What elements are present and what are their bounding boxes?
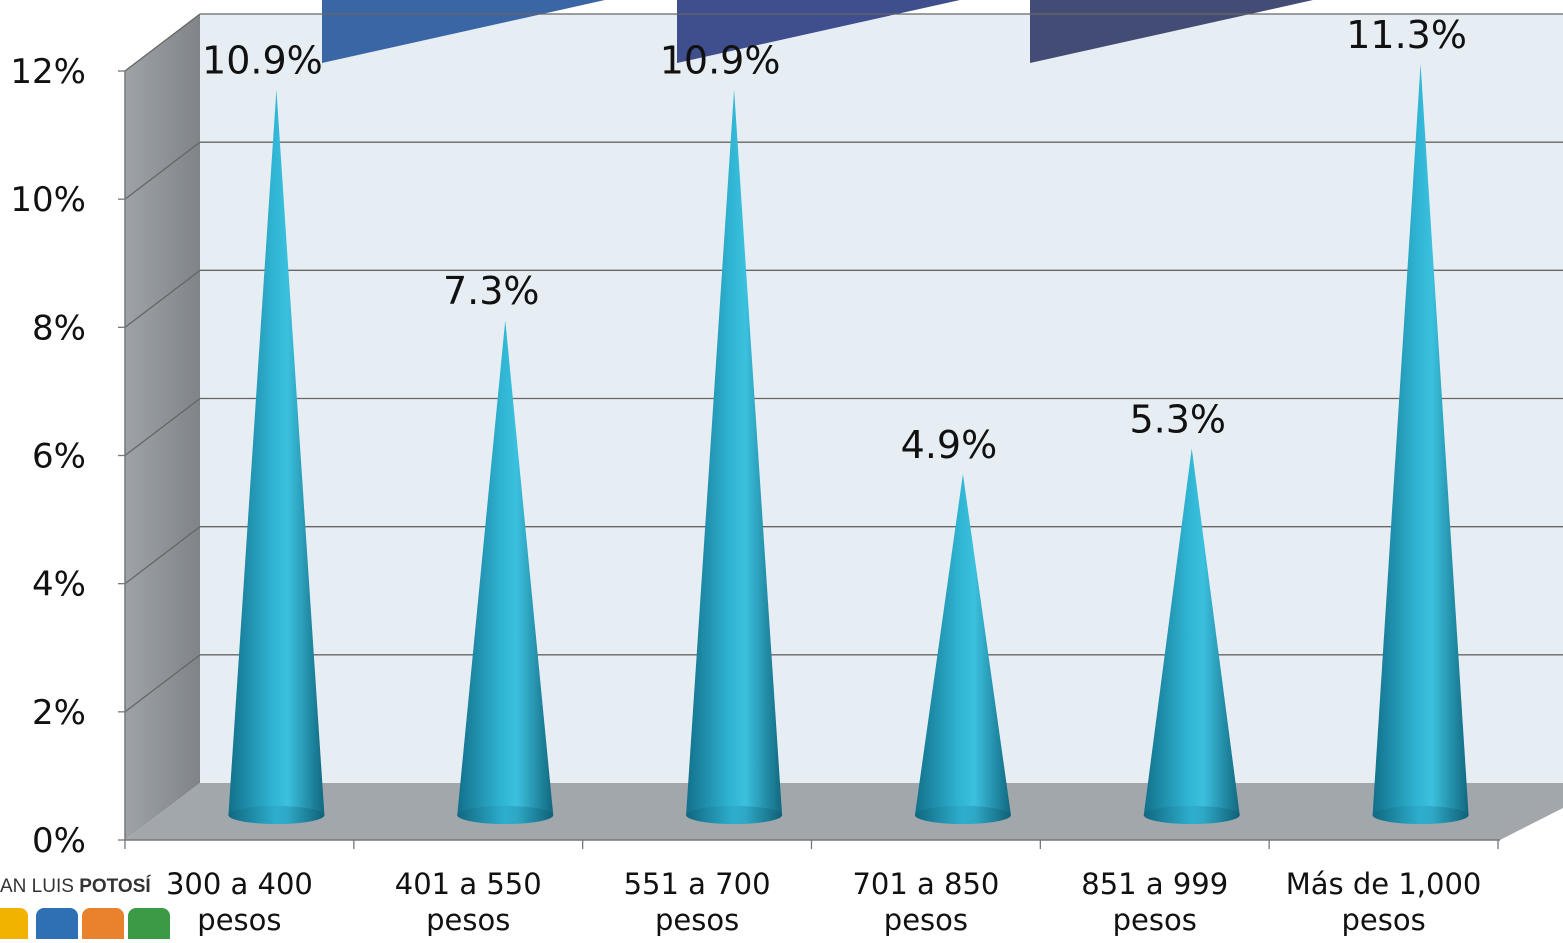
logo-bar-blue <box>36 908 78 939</box>
y-tick-label: 12% <box>10 52 86 92</box>
cone-bar <box>914 473 1011 824</box>
x-tick-label: pesos <box>884 903 968 937</box>
cone-base <box>1372 806 1469 824</box>
x-tick-label: pesos <box>1341 903 1425 937</box>
x-tick-label: pesos <box>426 903 510 937</box>
cone-bar <box>686 89 783 824</box>
data-label: 4.9% <box>901 423 998 467</box>
data-label: 11.3% <box>1346 13 1467 57</box>
x-tick-label: 551 a 700 <box>624 867 771 901</box>
y-tick-label: 2% <box>32 693 86 733</box>
x-tick-label: pesos <box>197 903 281 937</box>
y-tick-label: 8% <box>32 308 86 348</box>
floor <box>125 783 1563 840</box>
logo-bar-green <box>128 908 170 939</box>
banner-shape-1 <box>322 0 605 63</box>
data-label: 5.3% <box>1129 397 1226 441</box>
cone-bar <box>228 89 325 824</box>
gridline-diagonal <box>124 141 201 200</box>
x-tick-label: pesos <box>655 903 739 937</box>
gridline-diagonal <box>124 397 201 457</box>
x-tick-label: 300 a 400 <box>166 867 313 901</box>
logo-text: AN LUIS POTOSÍ <box>0 876 151 898</box>
x-tick-label: 401 a 550 <box>395 867 542 901</box>
data-label: 10.9% <box>202 38 323 82</box>
cone-base <box>457 806 554 824</box>
banner-shape-2 <box>677 0 960 63</box>
x-tick-label: Más de 1,000 <box>1286 867 1482 901</box>
gridline-diagonal <box>124 269 201 328</box>
banner-shape-3 <box>1030 0 1313 63</box>
gridline-diagonal <box>124 13 201 72</box>
cone-base <box>914 806 1011 824</box>
logo-text-regular: AN LUIS <box>0 876 80 897</box>
logo-bar-yellow <box>0 908 28 939</box>
data-label: 7.3% <box>443 269 540 313</box>
x-tick-label: pesos <box>1113 903 1197 937</box>
cone-base <box>686 806 783 824</box>
y-tick-label: 4% <box>32 565 86 605</box>
y-tick-label: 10% <box>10 180 86 220</box>
logo-text-bold: POTOSÍ <box>79 876 151 897</box>
logo-bar-orange <box>82 908 124 939</box>
gridline-diagonal <box>124 654 201 713</box>
cone-base <box>1143 806 1240 824</box>
y-tick-label: 0% <box>32 821 86 861</box>
cone-base <box>228 806 325 824</box>
x-tick-label: 701 a 850 <box>852 867 999 901</box>
gridline-diagonal <box>124 526 201 585</box>
y-tick-label: 6% <box>32 437 86 477</box>
x-tick-label: 851 a 999 <box>1081 867 1228 901</box>
data-label: 10.9% <box>660 38 781 82</box>
cone-bar <box>457 320 554 824</box>
cone-bar <box>1143 448 1240 824</box>
cone-bar <box>1372 63 1469 824</box>
